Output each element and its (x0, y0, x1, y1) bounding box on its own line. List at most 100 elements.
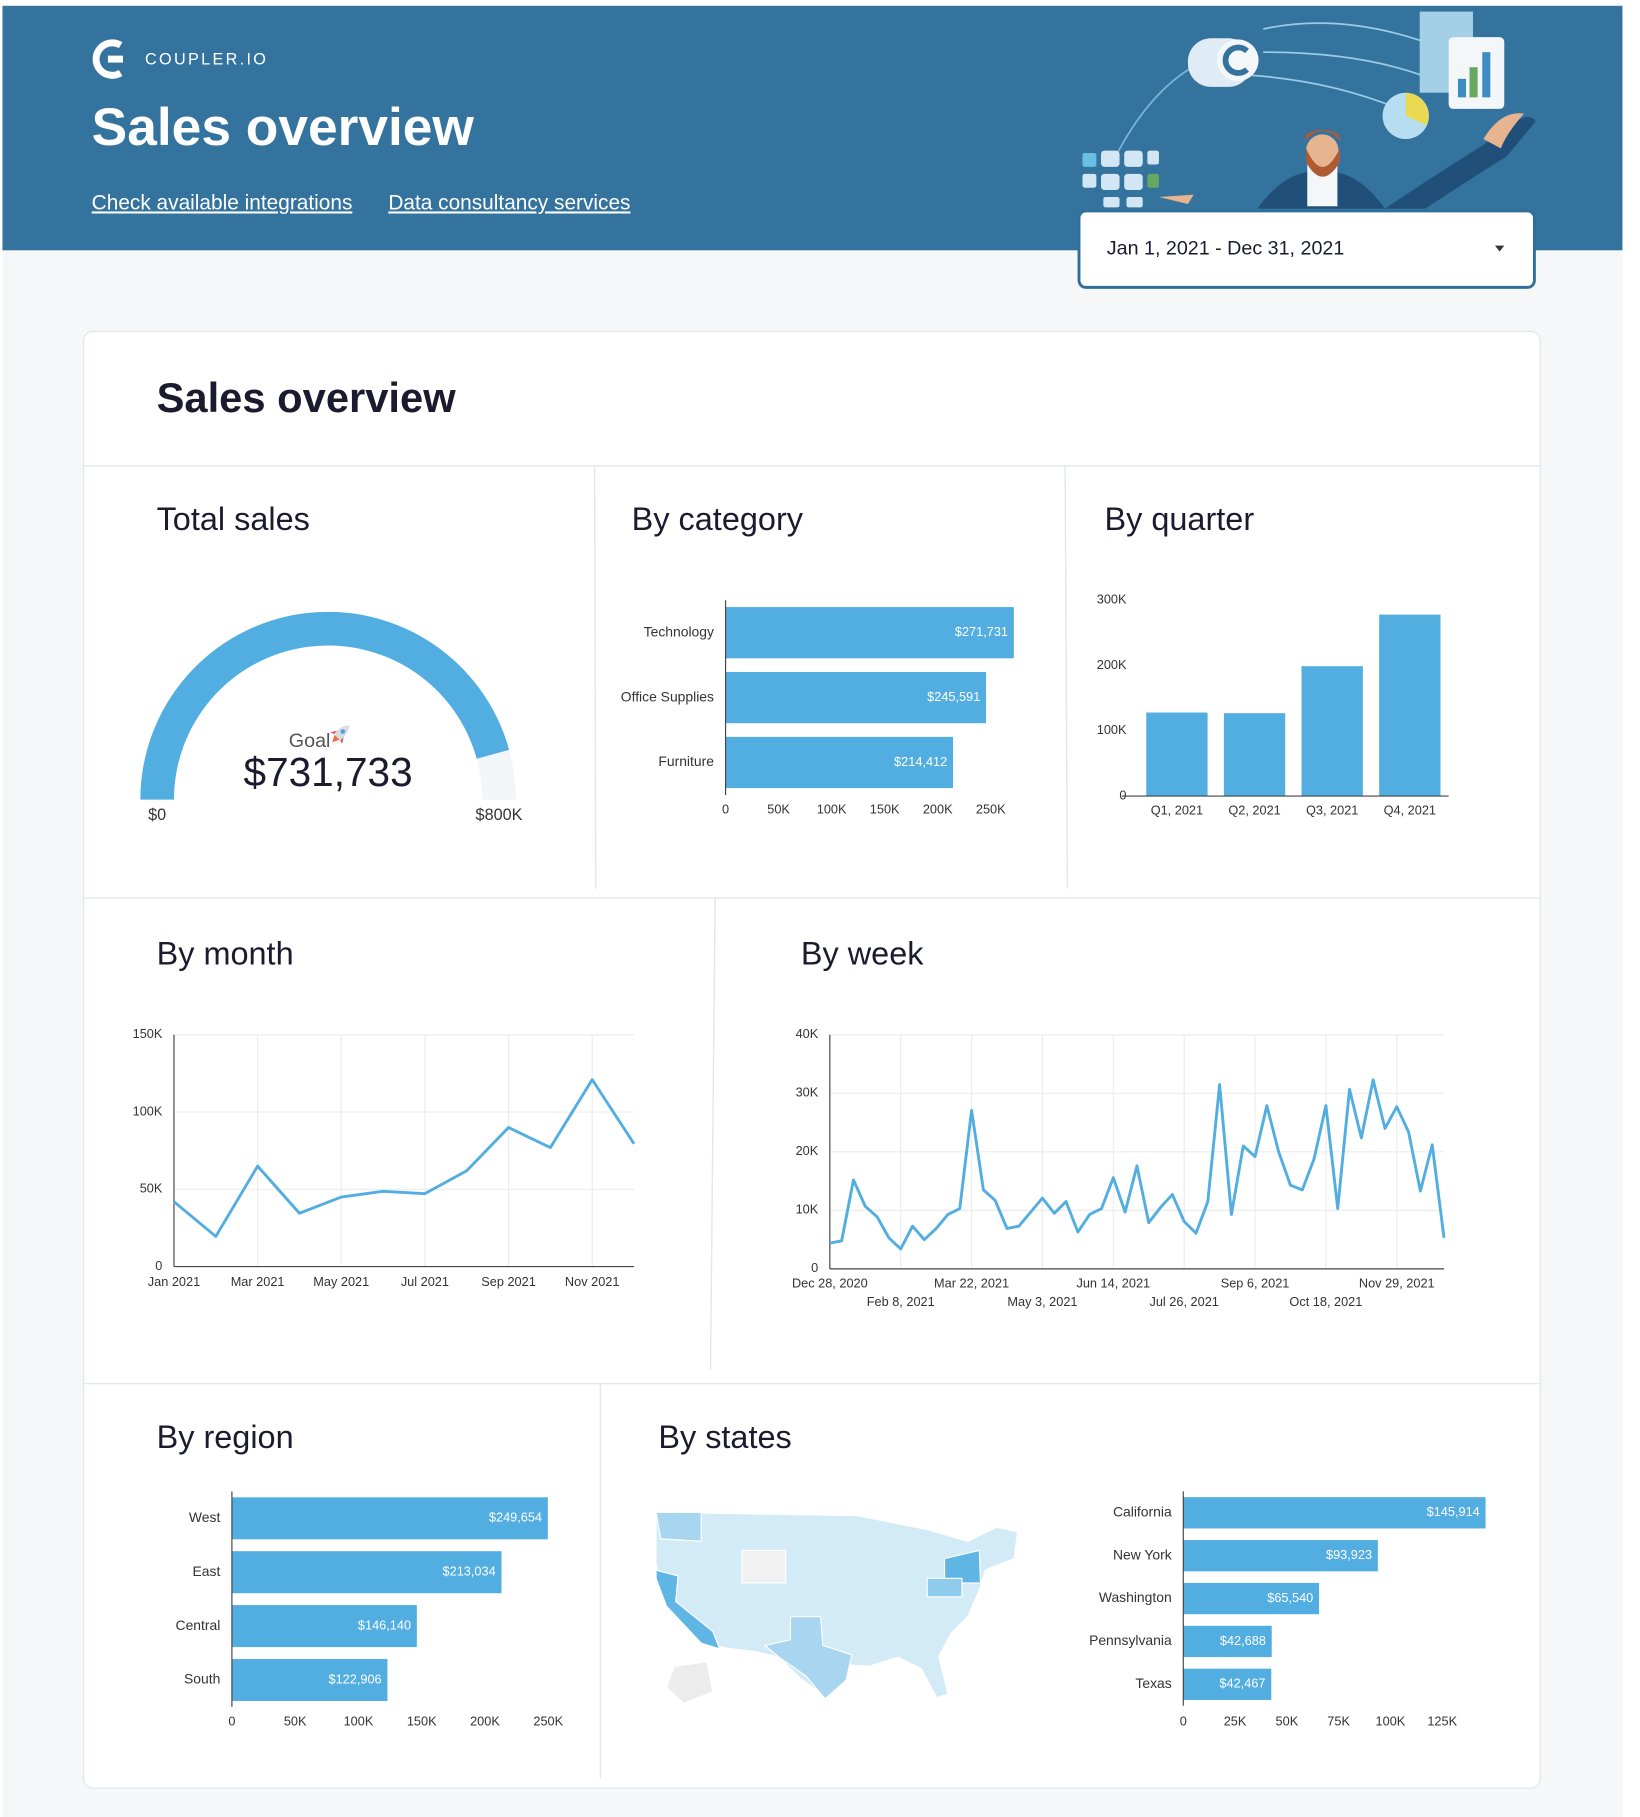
date-range[interactable]: Jan 1, 2021 - Dec 31, 2021 (1107, 237, 1345, 259)
category-label: Pennsylvania (1089, 1632, 1172, 1648)
x-tick-label: Q4, 2021 (1384, 803, 1436, 818)
x-tick-label: Mar 22, 2021 (934, 1275, 1009, 1290)
value-label: $145,914 (1427, 1504, 1480, 1519)
category-label: Office Supplies (621, 688, 714, 704)
y-tick-label: 40K (796, 1026, 819, 1041)
x-tick-label: 150K (870, 801, 900, 816)
x-tick-label: Oct 18, 2021 (1289, 1294, 1362, 1309)
y-tick-label: 20K (796, 1143, 819, 1158)
x-tick-label: 250K (976, 801, 1006, 816)
value-label: $245,591 (927, 689, 980, 704)
line-series (829, 1078, 1446, 1251)
bar (725, 607, 1014, 659)
x-tick-label: 25K (1224, 1713, 1247, 1728)
logo-icon (92, 39, 123, 79)
section-title: Sales overview (157, 374, 457, 421)
value-label: $213,034 (443, 1564, 496, 1579)
bar (1183, 1497, 1486, 1529)
y-tick-label: 150K (133, 1026, 163, 1041)
x-tick-label: 100K (817, 801, 847, 816)
bar (231, 1658, 388, 1701)
x-tick-label: Mar 2021 (231, 1274, 285, 1289)
x-tick-label: Jan 2021 (148, 1274, 200, 1289)
line-series (173, 1078, 636, 1238)
dropdown-box[interactable] (1077, 209, 1536, 289)
gauge-tick-label: $0 (148, 806, 166, 824)
value-label: $42,467 (1219, 1676, 1265, 1691)
y-tick-label: 0 (811, 1260, 818, 1275)
category-label: South (184, 1671, 220, 1687)
panel-title: Total sales (157, 501, 310, 537)
x-tick-label: Jul 26, 2021 (1149, 1294, 1218, 1309)
value-label: $93,923 (1326, 1547, 1372, 1562)
separator (1064, 465, 1069, 889)
panel-title: By region (157, 1419, 294, 1455)
x-tick-label: 100K (1376, 1713, 1406, 1728)
x-tick-label: Nov 29, 2021 (1359, 1275, 1435, 1290)
category-label: Central (176, 1617, 221, 1633)
value-label: $271,731 (955, 624, 1008, 639)
x-tick-label: Jun 14, 2021 (1076, 1275, 1150, 1290)
dropdown-arrow[interactable] (1495, 245, 1505, 252)
separator (709, 898, 716, 1370)
gauge-tick-label: $800K (476, 806, 523, 824)
x-tick-label: Q2, 2021 (1228, 803, 1280, 818)
value-label: $214,412 (894, 754, 947, 769)
date-dropdown[interactable]: Jan 1, 2021 - Dec 31, 2021 (1077, 209, 1536, 289)
category-label: East (193, 1563, 221, 1579)
bar (1146, 712, 1208, 797)
x-tick-label: 200K (470, 1713, 500, 1728)
x-tick-label: May 2021 (313, 1274, 369, 1289)
bar (231, 1497, 548, 1540)
x-tick-label: 0 (228, 1713, 235, 1728)
x-tick-label: 250K (533, 1713, 563, 1728)
value-label: $122,906 (329, 1671, 382, 1686)
panel-title: By week (801, 936, 924, 972)
header-illustration (1082, 11, 1536, 209)
x-tick-label: Q1, 2021 (1151, 803, 1203, 818)
x-tick-label: 125K (1427, 1713, 1457, 1728)
x-tick-label: Feb 8, 2021 (867, 1294, 935, 1309)
bar (1183, 1668, 1272, 1700)
x-tick-label: Nov 2021 (565, 1274, 620, 1289)
x-tick-label: 75K (1327, 1713, 1350, 1728)
bar (1183, 1582, 1320, 1615)
panel-title: By states (658, 1419, 791, 1455)
gauge-value-label: $731,733 (244, 749, 413, 795)
separator (593, 465, 597, 889)
x-tick-label: 50K (767, 801, 790, 816)
x-tick-label: 50K (1276, 1713, 1299, 1728)
integrations-link[interactable]: Check available integrations (92, 191, 353, 214)
panel-title: By quarter (1104, 501, 1254, 537)
bar (1379, 614, 1441, 797)
logo-icon-bar (107, 55, 123, 63)
bar (725, 671, 987, 724)
us-map (655, 1511, 1019, 1705)
value-label: $65,540 (1267, 1590, 1313, 1605)
x-tick-label: May 3, 2021 (1007, 1294, 1077, 1309)
consultancy-link[interactable]: Data consultancy services (388, 191, 630, 214)
rocket-part (340, 729, 346, 734)
y-tick-label: 300K (1097, 592, 1127, 607)
gauge-label: Goal (289, 730, 331, 752)
y-tick-label: 30K (796, 1085, 819, 1100)
x-tick-label: Q3, 2021 (1306, 803, 1358, 818)
panel-title: By category (632, 501, 804, 537)
x-tick-label: Jul 2021 (401, 1274, 449, 1289)
bar (1183, 1625, 1272, 1658)
logo-text: COUPLER.IO (145, 51, 268, 69)
y-tick-label: 200K (1097, 657, 1127, 672)
category-label: New York (1113, 1546, 1172, 1562)
y-tick-label: 50K (140, 1181, 163, 1196)
category-label: West (189, 1509, 221, 1525)
header-title: Sales overview (92, 98, 475, 157)
x-tick-label: Dec 28, 2020 (792, 1275, 868, 1290)
panel-title: By month (157, 936, 294, 972)
value-label: $146,140 (358, 1617, 411, 1632)
category-label: Texas (1135, 1675, 1171, 1691)
x-tick-label: 50K (284, 1713, 307, 1728)
bar (231, 1551, 502, 1594)
y-tick-label: 100K (1097, 722, 1127, 737)
gauge-value (140, 611, 510, 800)
x-tick-label: 100K (344, 1713, 374, 1728)
